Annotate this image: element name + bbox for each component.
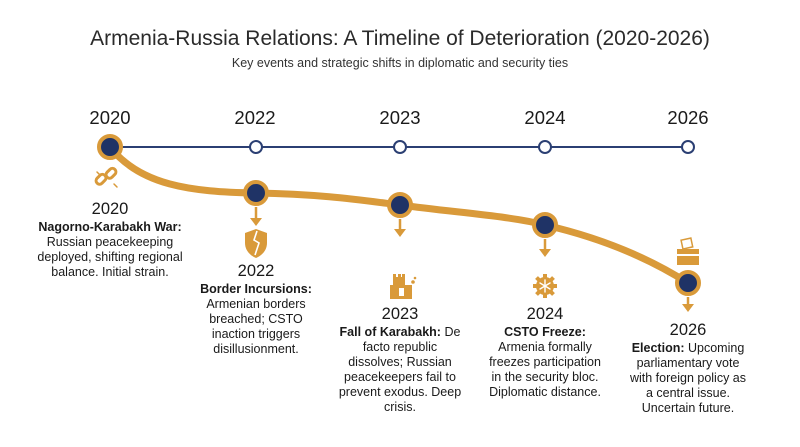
crumbling-tower-icon: [390, 274, 417, 299]
curve-marker-2020: [97, 134, 123, 160]
down-arrow-icons: [250, 207, 694, 312]
curve-marker-2024: [532, 212, 558, 238]
event-description: De facto republic dissolves; Russian pea…: [338, 325, 462, 414]
timeline-node-2022: [249, 140, 263, 154]
event-description: Armenia formally freezes participation i…: [489, 340, 601, 399]
broken-shield-icon: [245, 229, 267, 258]
event-2023: 2023 Fall of Karabakh: De facto republic…: [338, 305, 462, 415]
down-arrow-icon: [394, 219, 406, 237]
timeline-node-2026: [681, 140, 695, 154]
down-arrow-icon: [682, 297, 694, 312]
event-year: 2026: [669, 321, 707, 339]
event-description: Upcoming parliamentary vote with foreign…: [629, 341, 747, 415]
curve-marker-2026: [675, 270, 701, 296]
timeline-node-2024: [538, 140, 552, 154]
timeline-year-2022: 2022: [234, 107, 276, 128]
page-title: Armenia-Russia Relations: A Timeline of …: [90, 27, 710, 50]
timeline-node-2023: [393, 140, 407, 154]
ballot-box-icon: [677, 237, 699, 265]
event-year: 2023: [381, 305, 419, 323]
event-description: Russian peacekeeping deployed, shifting …: [37, 235, 183, 279]
event-label: Election:: [631, 341, 685, 355]
page-subtitle: Key events and strategic shifts in diplo…: [231, 56, 569, 70]
down-arrow-icon: [539, 239, 551, 257]
frozen-gear-icon: [533, 274, 557, 298]
down-arrow-icon: [250, 207, 262, 226]
event-2020: 2020 Nagorno-Karabakh War: Russian peace…: [30, 200, 190, 280]
timeline-year-2024: 2024: [524, 107, 566, 128]
event-year: 2022: [237, 262, 275, 280]
curve-marker-2022: [243, 180, 269, 206]
event-label: Nagorno-Karabakh War:: [38, 220, 182, 234]
broken-link-icon: [94, 166, 118, 188]
curve-marker-2023: [387, 192, 413, 218]
event-year: 2024: [526, 305, 564, 323]
event-2024: 2024 CSTO Freeze: Armenia formally freez…: [483, 305, 607, 400]
timeline-year-2020: 2020: [89, 107, 131, 128]
timeline-year-2023: 2023: [379, 107, 421, 128]
timeline-year-2026: 2026: [667, 107, 709, 128]
event-label: Fall of Karabakh:: [339, 325, 441, 339]
event-label: CSTO Freeze:: [504, 325, 586, 339]
event-description: Armenian borders breached; CSTO inaction…: [206, 297, 306, 356]
event-2022: 2022 Border Incursions: Armenian borders…: [194, 262, 318, 357]
event-2026: 2026 Election: Upcoming parliamentary vo…: [626, 321, 750, 416]
event-label: Border Incursions:: [200, 282, 312, 296]
event-year: 2020: [91, 200, 129, 218]
